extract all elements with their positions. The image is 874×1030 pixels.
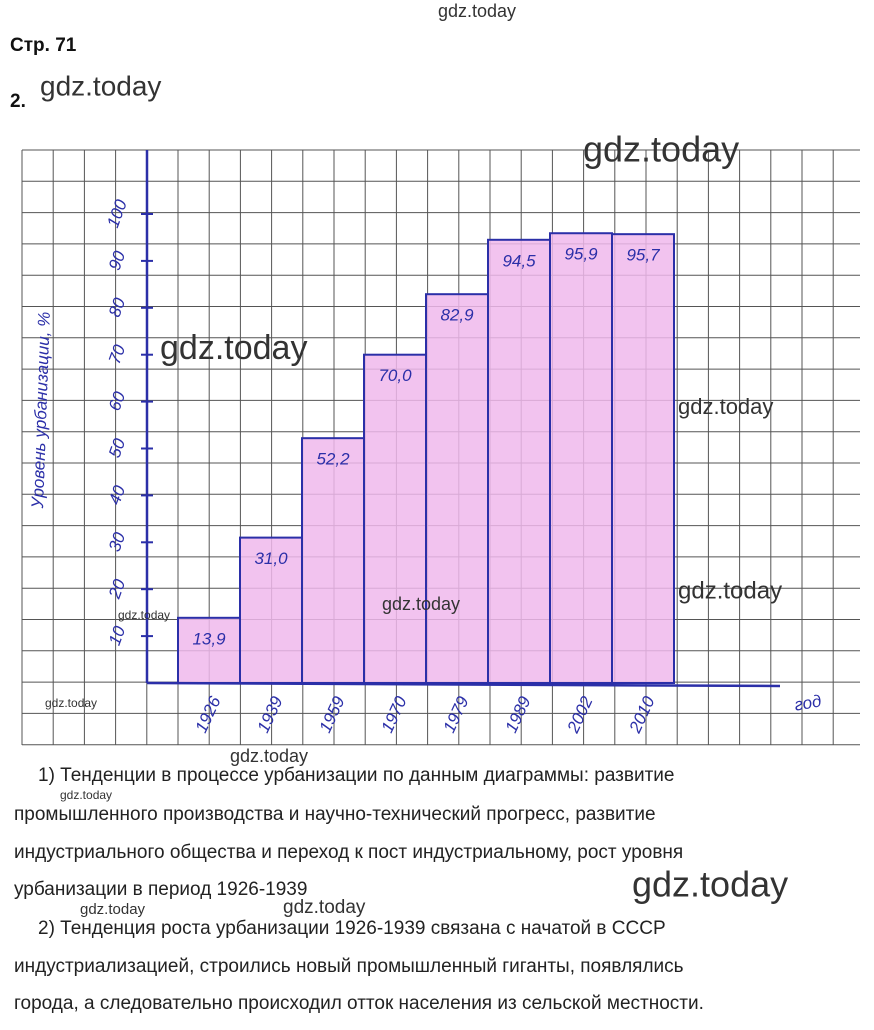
bar [363, 353, 427, 684]
y-tick-label: 80 [105, 295, 130, 320]
watermark: gdz.today [678, 394, 773, 419]
x-tick-label: 1970 [377, 693, 410, 736]
value-label: 52,2 [316, 450, 350, 469]
x-tick-label: 2010 [625, 693, 659, 737]
x-tick-label: 1939 [253, 693, 286, 736]
bar [487, 238, 551, 684]
y-tick-label: 30 [105, 529, 130, 554]
y-tick-label: 70 [105, 342, 130, 367]
value-label: 94,5 [502, 251, 536, 270]
x-tick-label: 1989 [501, 693, 534, 736]
paragraph-line: индустриального общества и переход к пос… [14, 842, 683, 863]
x-tick-label: 1979 [439, 693, 472, 736]
y-tick-label: 50 [105, 436, 130, 461]
bar [549, 232, 613, 684]
paragraph-line: 2) Тенденция роста урбанизации 1926-1939… [38, 918, 666, 939]
bar [177, 616, 241, 685]
watermark: gdz.today [160, 329, 307, 367]
paragraph-line: индустриализацией, строились новый промы… [14, 956, 684, 977]
page-number: Стр. 71 [10, 35, 77, 56]
value-label: 13,9 [192, 629, 226, 648]
value-label: 82,9 [440, 306, 474, 325]
value-label: 95,7 [626, 246, 660, 265]
watermark: gdz.today [60, 788, 112, 802]
watermark: gdz.today [678, 577, 782, 604]
x-axis [146, 681, 781, 688]
value-label: 70,0 [378, 366, 412, 385]
bar [301, 437, 365, 684]
y-tick-label: 90 [105, 248, 130, 273]
y-axis-label: Уровень урбанизации, % [28, 311, 54, 509]
watermark: gdz.today [118, 608, 170, 622]
y-tick-label: 40 [105, 482, 130, 507]
x-tick-label: 1926 [191, 693, 224, 736]
watermark: gdz.today [80, 901, 146, 918]
watermark: gdz.today [283, 897, 366, 918]
y-tick-label: 20 [105, 576, 130, 602]
y-tick-label: 60 [105, 389, 130, 414]
bar [425, 293, 489, 684]
paragraph-line: города, а следовательно происходил отток… [14, 993, 704, 1014]
task-number: 2. [10, 91, 26, 112]
watermark: gdz.today [632, 864, 788, 905]
x-axis-label: год [793, 691, 823, 714]
watermark: gdz.today [382, 594, 460, 614]
paragraph-line: промышленного производства и научно-техн… [14, 804, 656, 825]
watermark: gdz.today [45, 696, 97, 710]
y-tick-label: 10 [105, 623, 130, 648]
y-tick-label: 100 [103, 197, 131, 231]
watermark: gdz.today [40, 70, 161, 101]
bar [611, 233, 675, 685]
x-tick-label: 1959 [315, 693, 348, 736]
value-label: 31,0 [254, 549, 288, 568]
watermark: gdz.today [230, 746, 308, 766]
paragraph-line: 1) Тенденции в процессе урбанизации по д… [38, 765, 674, 786]
x-tick-label: 2002 [563, 693, 597, 737]
watermark: gdz.today [438, 1, 516, 21]
value-label: 95,9 [564, 245, 598, 264]
watermark: gdz.today [583, 129, 739, 170]
paragraph-line: урбанизации в период 1926-1939 [14, 879, 307, 900]
